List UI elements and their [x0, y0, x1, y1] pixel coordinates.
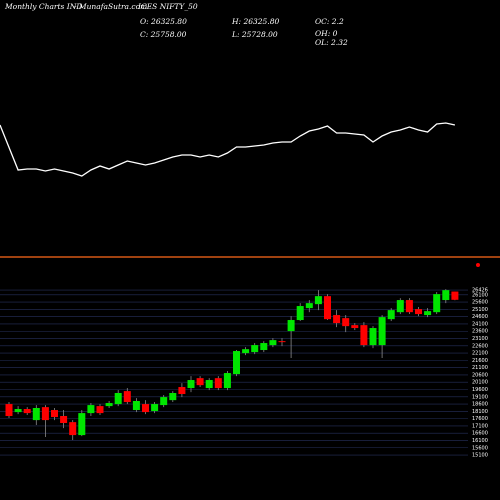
y-tick-label: 24100	[472, 321, 488, 327]
y-tick-label: 20100	[472, 380, 488, 386]
y-tick-label: 17100	[472, 423, 488, 429]
candle-body	[14, 409, 22, 413]
candle-body	[260, 343, 268, 351]
candle-body	[296, 306, 304, 321]
candle-body	[41, 407, 49, 421]
marker	[476, 263, 480, 267]
candle-body	[333, 315, 341, 324]
candle-body	[269, 340, 277, 346]
candle-body	[142, 404, 149, 413]
y-tick-label: 19600	[472, 387, 488, 393]
indicator-line	[0, 122, 456, 177]
y-tick-label: 21100	[472, 365, 488, 371]
low-label: L: 25728.00	[231, 30, 278, 39]
candle-body	[405, 300, 413, 313]
y-tick-label: 18600	[472, 402, 488, 408]
y-tick-label: 19100	[472, 394, 488, 400]
candle-body	[187, 380, 195, 389]
candle-body	[342, 318, 350, 327]
oc-label: OC: 2.2	[315, 17, 344, 26]
candle-body	[87, 405, 95, 414]
y-tick-label: 23600	[472, 329, 488, 335]
candle-body	[60, 416, 68, 423]
y-tick-label: 15100	[472, 453, 488, 459]
site: - MunafaSutra.com	[74, 2, 147, 11]
oh-label: OH: 0	[315, 29, 338, 38]
candle-body	[169, 392, 177, 401]
candle-body	[278, 341, 286, 343]
candle-body	[242, 349, 250, 354]
candle-body	[23, 409, 31, 414]
candle-body	[442, 290, 450, 301]
candle-body	[251, 345, 259, 353]
candle-body	[78, 413, 86, 436]
candle-body	[132, 401, 140, 411]
candle-body	[96, 406, 104, 414]
candle-body	[415, 309, 422, 315]
y-tick-label: 24600	[472, 314, 488, 320]
high-label: H: 26325.80	[231, 17, 279, 26]
candle-body	[378, 317, 386, 346]
title: Monthly Charts IND	[4, 2, 82, 11]
candle-body	[324, 296, 331, 320]
candle-body	[433, 294, 441, 313]
y-tick-label: 17600	[472, 416, 488, 422]
candle-body	[69, 422, 77, 436]
candle-body	[424, 311, 432, 316]
y-tick-label: 25600	[472, 300, 488, 306]
y-tick-label: 20600	[472, 372, 488, 378]
candle-body	[105, 403, 113, 407]
candle-body	[205, 380, 213, 389]
y-tick-label: 16100	[472, 438, 488, 444]
candle-body	[387, 310, 395, 320]
y-tick-label: 15600	[472, 445, 488, 451]
ol-label: OL: 2.32	[315, 38, 348, 47]
candle-body	[369, 328, 377, 346]
y-tick-label: 21600	[472, 358, 488, 364]
candle-body	[223, 373, 231, 389]
close-label: C: 25758.00	[140, 30, 187, 39]
candle-body	[214, 378, 222, 389]
y-tick-label: 26100	[472, 292, 488, 298]
candle-body	[32, 407, 40, 421]
candle-body	[287, 320, 295, 332]
candle-body	[360, 325, 368, 346]
candle-body	[451, 291, 459, 300]
candle-body	[5, 404, 13, 417]
y-tick-label: 22100	[472, 351, 488, 357]
candle-body	[160, 397, 168, 406]
candle-body	[314, 296, 322, 305]
y-tick-label: 16600	[472, 431, 488, 437]
symbol: ICES NIFTY_50	[137, 2, 198, 11]
candle-body	[178, 387, 186, 395]
y-tick-label: 22600	[472, 343, 488, 349]
candle-body	[351, 325, 359, 329]
candle-body	[396, 300, 404, 313]
y-tick-label: 23100	[472, 336, 488, 342]
candle-body	[233, 351, 240, 375]
y-tick-label: 25100	[472, 307, 488, 313]
candle-body	[305, 303, 313, 309]
y-tick-label: 26426	[472, 288, 488, 294]
open-label: O: 26325.80	[140, 17, 187, 26]
candle-body	[114, 392, 122, 405]
candle-body	[123, 391, 131, 403]
candle-body	[196, 378, 204, 386]
candle-body	[51, 410, 58, 418]
candle-body	[151, 404, 159, 412]
y-tick-label: 18100	[472, 409, 488, 415]
